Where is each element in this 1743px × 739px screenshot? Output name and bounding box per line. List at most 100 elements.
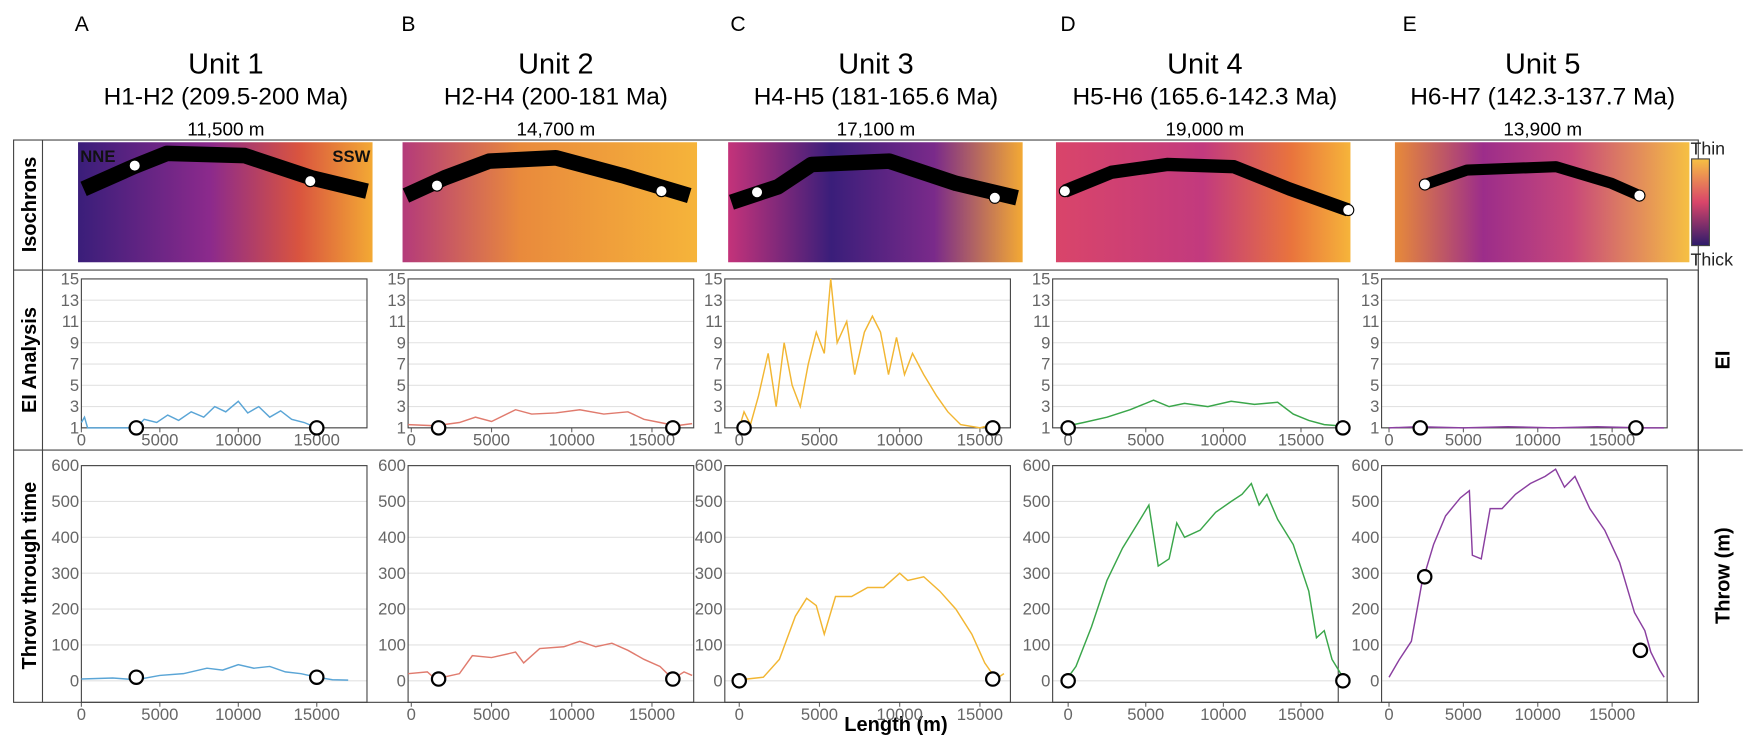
y-tick-label: 7 [1370, 355, 1379, 374]
tip-marker [736, 420, 752, 436]
map-label: SSW [332, 147, 370, 166]
y-tick-label: 0 [397, 671, 406, 690]
y-tick-label: 15 [1032, 269, 1051, 288]
panel-letter: E [1403, 13, 1417, 36]
unit-subtitle: H1-H2 (209.5-200 Ma) [104, 83, 348, 110]
y-tick-label: 500 [1023, 492, 1051, 511]
y-tick-label: 13 [1361, 291, 1380, 310]
x-tick-label: 10000 [1515, 705, 1561, 724]
x-tick-label: 0 [1384, 431, 1393, 450]
data-line [738, 278, 993, 429]
y-tick-label: 0 [1041, 671, 1050, 690]
tip-marker [731, 673, 748, 689]
y-tick-label: 200 [51, 600, 79, 619]
x-tick-label: 10000 [215, 705, 261, 724]
x-axis-label: Length (m) [844, 714, 947, 736]
y-tick-label: 0 [713, 671, 722, 690]
y-tick-label: 3 [1370, 397, 1379, 416]
y-tick-label: 100 [1352, 636, 1380, 655]
colorbar-label: Thin [1691, 138, 1726, 158]
x-tick-label: 0 [1064, 431, 1073, 450]
tip-marker [1060, 420, 1076, 436]
plot-frame [1381, 278, 1668, 429]
panel-letter: C [730, 13, 745, 36]
y-tick-label: 300 [1352, 564, 1380, 583]
y-tick-label: 200 [378, 600, 406, 619]
y-tick-label: 600 [1023, 456, 1051, 475]
y-tick-label: 1 [1041, 418, 1050, 437]
y-tick-label: 600 [51, 456, 79, 475]
y-tick-label: 7 [70, 355, 79, 374]
y-tick-label: 1 [70, 418, 79, 437]
y-tick-label: 500 [51, 492, 79, 511]
unit-title: Unit 3 [838, 48, 913, 80]
y-tick-label: 9 [70, 333, 79, 352]
x-tick-label: 5000 [1445, 705, 1482, 724]
y-tick-label: 600 [1352, 456, 1380, 475]
unit-length: 13,900 m [1503, 120, 1582, 141]
x-tick-label: 5000 [801, 705, 838, 724]
y-tick-label: 500 [1352, 492, 1380, 511]
tip-marker [1335, 420, 1351, 436]
tip-marker [984, 420, 1001, 436]
tip-marker [430, 420, 447, 436]
x-tick-label: 0 [1384, 705, 1393, 724]
y-tick-label: 1 [1370, 418, 1379, 437]
tip-marker [430, 671, 447, 687]
y-tick-label: 15 [1361, 269, 1380, 288]
x-tick-label: 0 [735, 431, 744, 450]
y-tick-label: 3 [713, 397, 722, 416]
plot-frame [407, 465, 695, 703]
unit-subtitle: H2-H4 (200-181 Ma) [444, 83, 668, 110]
x-tick-label: 0 [407, 705, 416, 724]
panel-letter: B [401, 13, 415, 36]
data-line [739, 572, 1005, 682]
y-tick-label: 9 [1041, 333, 1050, 352]
y-tick-label: 5 [1041, 376, 1050, 395]
tip-marker [665, 420, 681, 436]
panel-letter: A [75, 13, 90, 36]
data-line [1388, 468, 1665, 678]
y-tick-label: 11 [1033, 312, 1050, 331]
unit-title: Unit 4 [1167, 48, 1242, 80]
x-tick-label: 5000 [473, 431, 510, 450]
x-tick-label: 0 [1064, 705, 1073, 724]
x-tick-label: 5000 [141, 431, 178, 450]
y-tick-label: 9 [397, 333, 406, 352]
tip-marker [1060, 673, 1076, 689]
tip-marker [1412, 420, 1429, 436]
y-tick-label: 400 [1352, 528, 1380, 547]
x-tick-label: 10000 [877, 705, 923, 724]
plot-frame [80, 465, 368, 703]
y-tick-label: 0 [70, 671, 79, 690]
unit-length: 11,500 m [187, 120, 264, 141]
y-tick-label: 300 [1023, 564, 1051, 583]
x-tick-label: 15000 [1278, 431, 1324, 450]
x-tick-label: 10000 [1515, 431, 1561, 450]
plot-frame [1052, 465, 1339, 703]
x-tick-label: 15000 [294, 431, 340, 450]
data-line [1388, 426, 1665, 429]
right-label: EI [1712, 351, 1734, 370]
unit-length: 19,000 m [1166, 120, 1245, 141]
y-tick-label: 11 [389, 312, 406, 331]
tip-marker [128, 669, 145, 686]
y-tick-label: 3 [1041, 397, 1050, 416]
x-tick-label: 15000 [1589, 431, 1635, 450]
y-tick-label: 300 [378, 564, 406, 583]
y-tick-label: 500 [695, 492, 723, 511]
y-tick-label: 400 [695, 528, 723, 547]
x-tick-label: 0 [735, 705, 744, 724]
y-tick-label: 1 [713, 418, 722, 437]
x-tick-label: 0 [77, 431, 86, 450]
plot-frame [724, 278, 1011, 429]
plot-frame [1381, 465, 1668, 703]
x-tick-label: 15000 [957, 705, 1003, 724]
y-tick-label: 100 [1023, 636, 1051, 655]
row-label: Isochrons [19, 157, 41, 253]
isochron-maps [78, 142, 1710, 263]
y-tick-label: 100 [695, 636, 723, 655]
y-tick-label: 9 [713, 333, 722, 352]
y-tick-label: 300 [695, 564, 723, 583]
y-tick-label: 500 [378, 492, 406, 511]
